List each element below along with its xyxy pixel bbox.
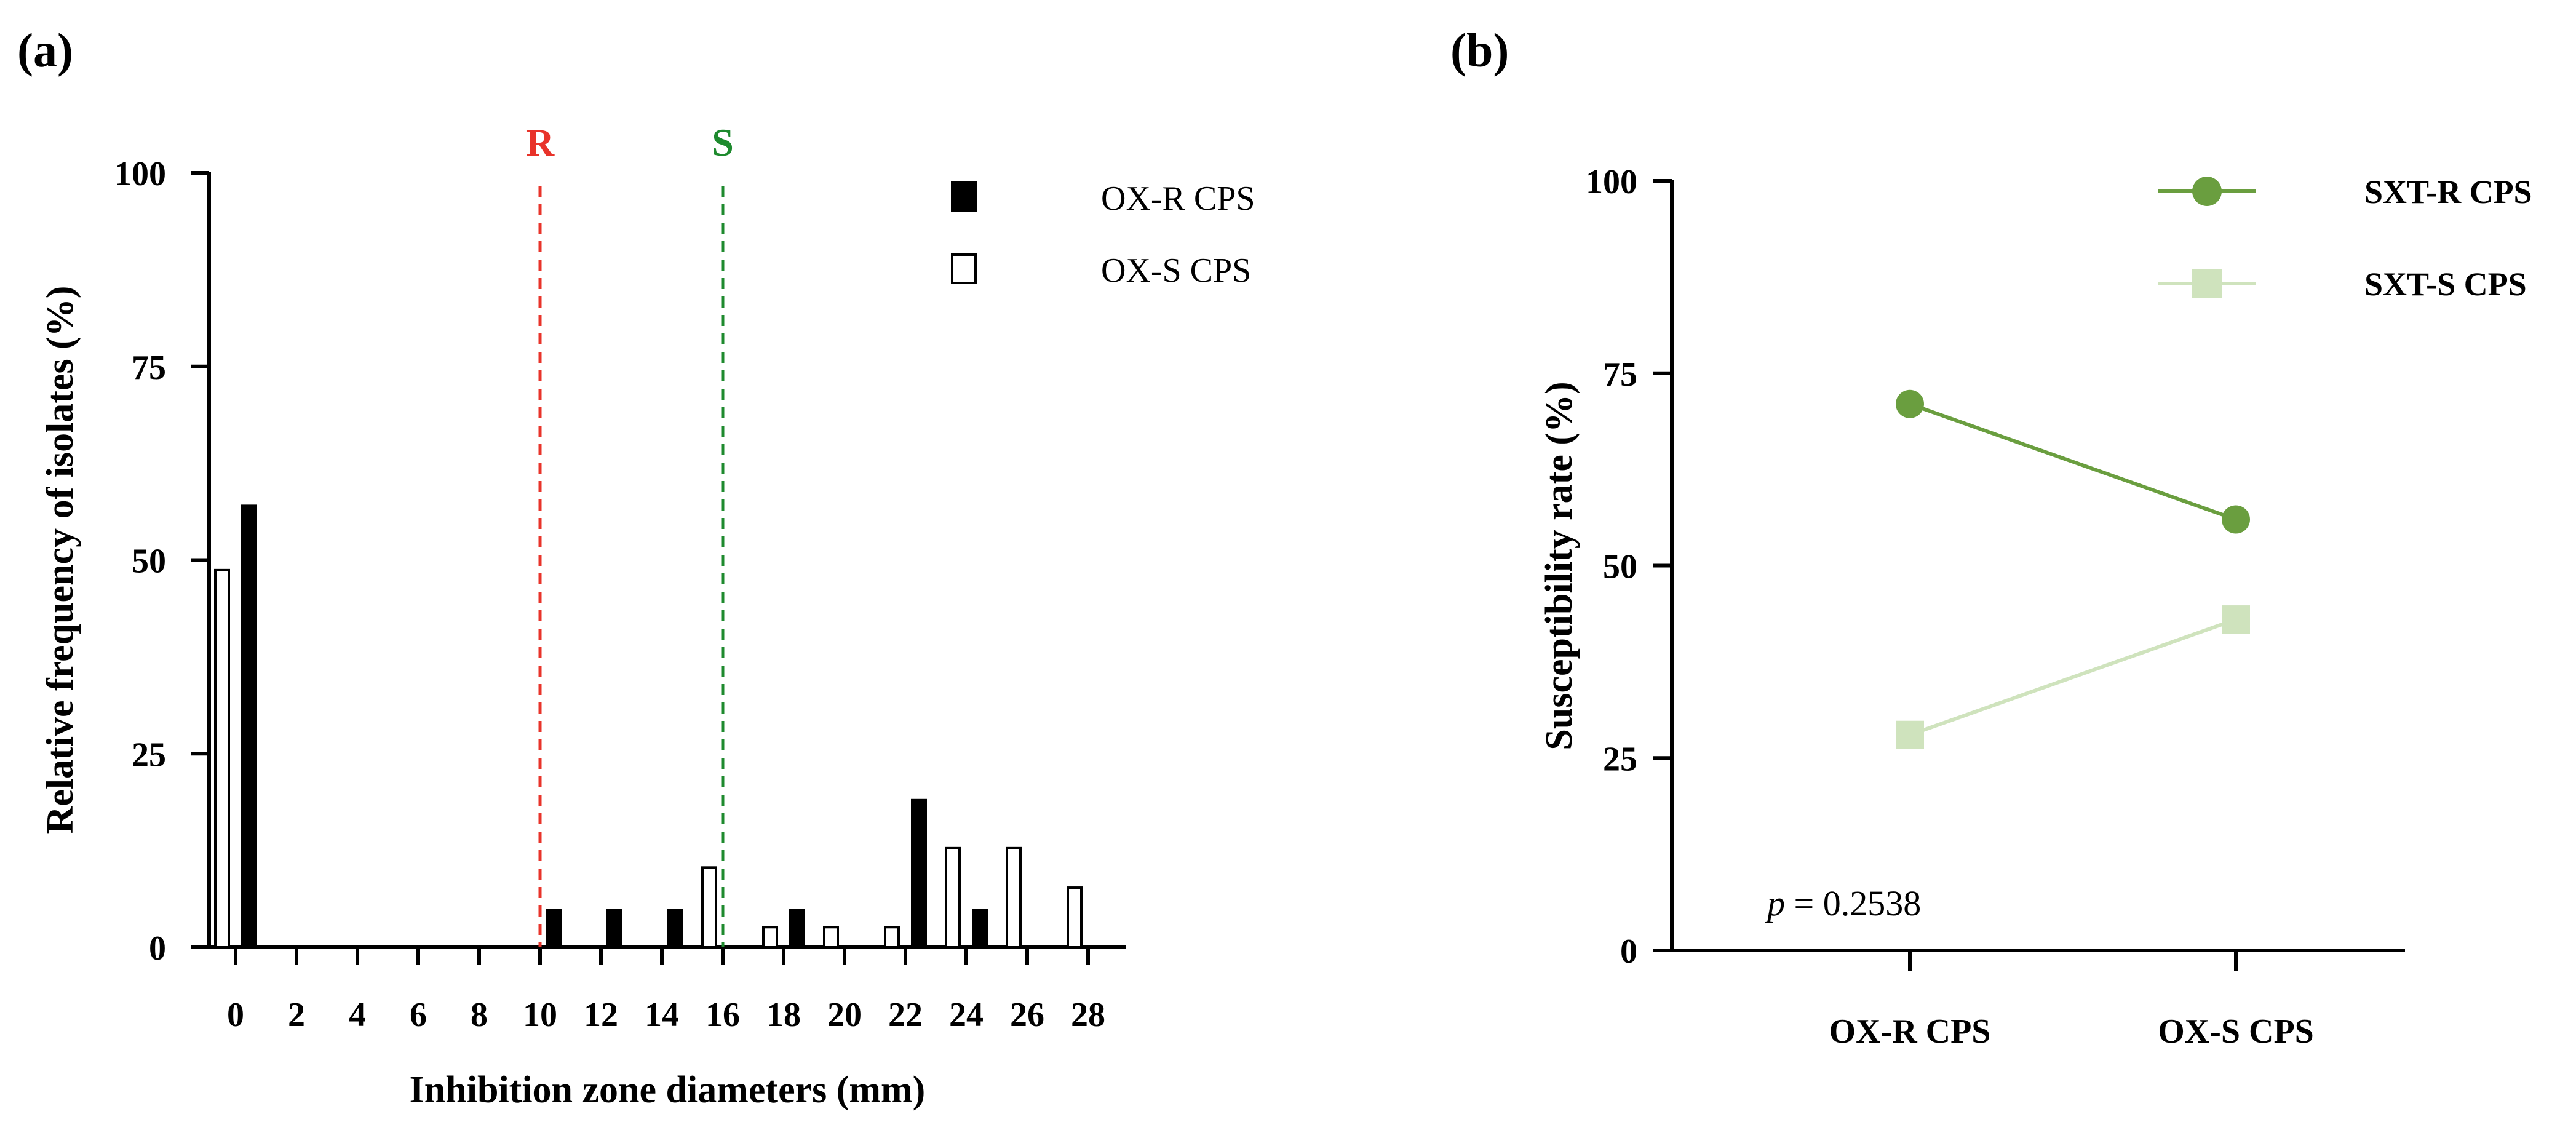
x-tick-label: 26 bbox=[1010, 996, 1044, 1034]
legend-marker-sxt-r bbox=[2192, 177, 2222, 206]
breakpoint-label-r: R bbox=[526, 121, 555, 164]
bar-ox-r-18 bbox=[789, 909, 805, 949]
x-tick-label: 4 bbox=[349, 996, 366, 1034]
p-value-text: = 0.2538 bbox=[1785, 883, 1921, 923]
x-tick-label: 8 bbox=[471, 996, 488, 1034]
panel-a-legend: OX-R CPS OX-S CPS bbox=[951, 180, 1255, 290]
panel-a-y-title: Relative frequency of isolates (%) bbox=[39, 286, 81, 834]
series-line-sxt-s bbox=[1909, 618, 2237, 737]
breakpoint-label-s: S bbox=[712, 121, 734, 164]
panel-a-label: (a) bbox=[17, 23, 73, 77]
x-tick-label: OX-R CPS bbox=[1829, 1013, 1991, 1051]
point-sxt-r-1 bbox=[2222, 505, 2250, 534]
y-tick-label: 100 bbox=[114, 155, 166, 193]
y-tick-label: 75 bbox=[132, 349, 166, 387]
panel-b: (b) 0 25 50 75 100 OX-R CPS OX-S CPS Suscepti… bbox=[1450, 23, 2532, 1051]
x-tick-label: 16 bbox=[706, 996, 740, 1034]
legend-label-ox-r: OX-R CPS bbox=[1101, 180, 1255, 218]
legend-swatch-ox-s bbox=[951, 253, 977, 284]
legend-label-sxt-s: SXT-S CPS bbox=[2364, 266, 2527, 303]
bar-ox-r-24 bbox=[972, 909, 988, 949]
panel-b-legend: SXT-R CPS SXT-S CPS bbox=[2158, 173, 2532, 303]
y-tick-label: 0 bbox=[149, 929, 166, 968]
legend-label-ox-s: OX-S CPS bbox=[1101, 252, 1251, 290]
bar-ox-r-22 bbox=[911, 798, 927, 949]
panel-a-x-title: Inhibition zone diameters (mm) bbox=[410, 1069, 926, 1111]
bar-ox-s-20 bbox=[823, 926, 839, 949]
bar-ox-s-24 bbox=[945, 846, 961, 949]
panel-b-y-title: Susceptibility rate (%) bbox=[1538, 381, 1580, 750]
x-tick-label: 12 bbox=[584, 996, 618, 1034]
bar-ox-s-22 bbox=[884, 926, 900, 949]
bar-ox-r-10 bbox=[546, 909, 562, 949]
series-line-sxt-r bbox=[1909, 402, 2237, 522]
point-sxt-r-0 bbox=[1896, 389, 1924, 418]
bar-ox-s-0 bbox=[214, 568, 230, 949]
y-tick-label: 100 bbox=[1586, 163, 1637, 201]
bar-ox-s-18 bbox=[762, 926, 778, 949]
legend-label-sxt-r: SXT-R CPS bbox=[2364, 173, 2532, 210]
y-tick-label: 50 bbox=[132, 543, 166, 581]
x-tick-label: 24 bbox=[949, 996, 984, 1034]
x-tick-label: 10 bbox=[523, 996, 557, 1034]
bar-ox-r-14 bbox=[667, 909, 683, 949]
x-tick-label: 28 bbox=[1071, 996, 1105, 1034]
bar-ox-s-16 bbox=[701, 866, 717, 949]
y-tick-label: 0 bbox=[1620, 933, 1637, 971]
x-tick-label: 0 bbox=[227, 996, 244, 1034]
y-tick-label: 50 bbox=[1603, 548, 1637, 586]
x-tick-label: 6 bbox=[410, 996, 427, 1034]
y-tick-label: 25 bbox=[132, 736, 166, 774]
bar-ox-s-28 bbox=[1067, 886, 1083, 949]
x-tick-label: 18 bbox=[766, 996, 801, 1034]
legend-marker-sxt-s bbox=[2192, 269, 2222, 298]
point-sxt-s-1 bbox=[2222, 605, 2250, 634]
x-tick-label: 2 bbox=[288, 996, 305, 1034]
x-tick-label: OX-S CPS bbox=[2158, 1013, 2314, 1051]
y-tick-label: 75 bbox=[1603, 356, 1637, 394]
x-tick-label: 20 bbox=[827, 996, 862, 1034]
p-value-annotation: p = 0.2538 bbox=[1765, 883, 1921, 923]
y-tick-label: 25 bbox=[1603, 740, 1637, 778]
panel-b-label: (b) bbox=[1450, 23, 1509, 77]
bar-ox-s-26 bbox=[1006, 846, 1022, 949]
legend-swatch-ox-r bbox=[951, 181, 977, 212]
point-sxt-s-0 bbox=[1896, 720, 1924, 749]
bar-ox-r-0 bbox=[241, 504, 257, 949]
bar-ox-r-12 bbox=[606, 909, 622, 949]
x-tick-label: 22 bbox=[888, 996, 923, 1034]
p-value-symbol: p bbox=[1765, 883, 1785, 923]
x-tick-label: 14 bbox=[645, 996, 679, 1034]
